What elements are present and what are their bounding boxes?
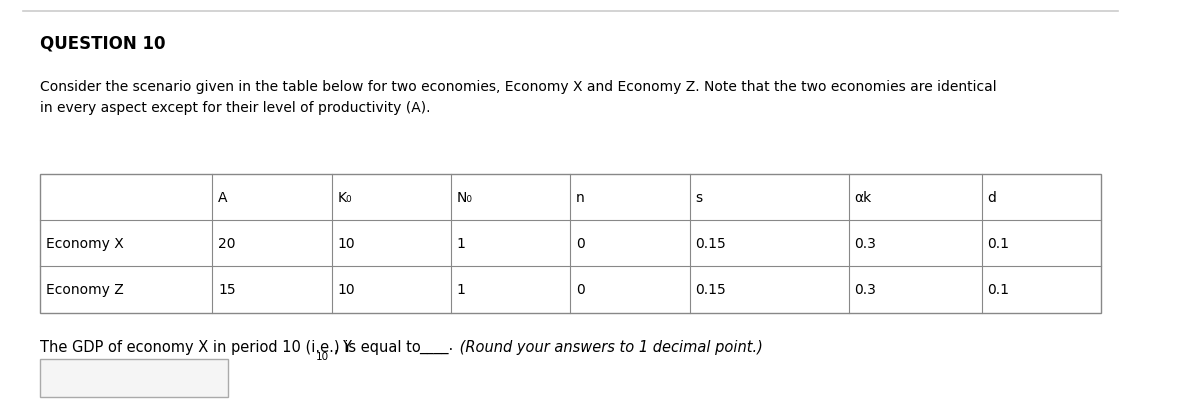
Text: 1: 1: [457, 237, 466, 251]
Text: 0.3: 0.3: [854, 237, 876, 251]
Text: 15: 15: [218, 283, 235, 297]
Text: n: n: [576, 190, 584, 205]
Text: ____.: ____.: [419, 339, 454, 354]
Text: 20: 20: [218, 237, 235, 251]
Text: 10: 10: [337, 283, 355, 297]
Text: 0: 0: [576, 237, 584, 251]
Text: Consider the scenario given in the table below for two economies, Economy X and : Consider the scenario given in the table…: [40, 80, 996, 115]
Text: K₀: K₀: [337, 190, 352, 205]
Text: ) is equal to: ) is equal to: [334, 339, 420, 354]
Text: 0.1: 0.1: [988, 237, 1009, 251]
Text: Economy Z: Economy Z: [46, 283, 124, 297]
Bar: [40, 359, 228, 397]
Text: 0.15: 0.15: [696, 283, 726, 297]
Text: d: d: [988, 190, 996, 205]
Text: The GDP of economy X in period 10 (i.e., Y: The GDP of economy X in period 10 (i.e.,…: [40, 339, 352, 354]
Text: N₀: N₀: [457, 190, 473, 205]
Text: QUESTION 10: QUESTION 10: [40, 34, 166, 52]
Text: 10: 10: [316, 351, 329, 360]
Text: 0.3: 0.3: [854, 283, 876, 297]
Text: 0.1: 0.1: [988, 283, 1009, 297]
Text: Economy X: Economy X: [46, 237, 124, 251]
Text: (Round your answers to 1 decimal point.): (Round your answers to 1 decimal point.): [455, 339, 763, 354]
Text: s: s: [696, 190, 703, 205]
Text: A: A: [218, 190, 228, 205]
Text: 0.15: 0.15: [696, 237, 726, 251]
Text: 1: 1: [457, 283, 466, 297]
Text: 0: 0: [576, 283, 584, 297]
Text: 10: 10: [337, 237, 355, 251]
Text: αk: αk: [854, 190, 872, 205]
